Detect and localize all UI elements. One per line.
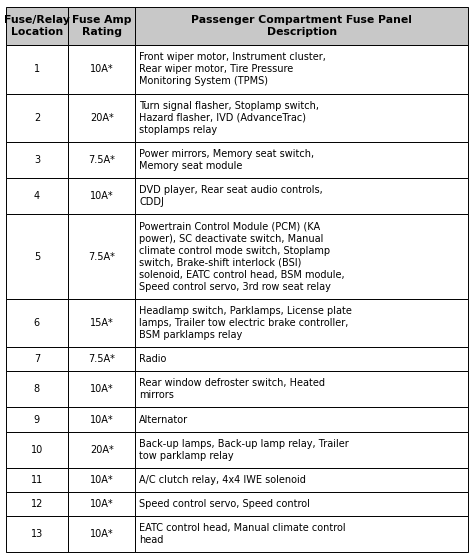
Text: Turn signal flasher, Stoplamp switch,
Hazard flasher, IVD (AdvanceTrac)
stoplamp: Turn signal flasher, Stoplamp switch, Ha…: [139, 101, 319, 135]
Bar: [68, 45, 135, 93]
Text: 7.5A*: 7.5A*: [88, 354, 115, 364]
Bar: [6, 299, 68, 347]
Text: Headlamp switch, Parklamps, License plate
lamps, Trailer tow electric brake cont: Headlamp switch, Parklamps, License plat…: [139, 306, 352, 340]
Bar: [135, 214, 468, 299]
Text: EATC control head, Manual climate control
head: EATC control head, Manual climate contro…: [139, 523, 346, 545]
Text: Power mirrors, Memory seat switch,
Memory seat module: Power mirrors, Memory seat switch, Memor…: [139, 149, 314, 171]
Bar: [6, 516, 68, 552]
Text: 1: 1: [34, 64, 40, 74]
Text: 7.5A*: 7.5A*: [88, 252, 115, 262]
Bar: [68, 142, 135, 178]
Text: 10A*: 10A*: [90, 64, 113, 74]
Text: Alternator: Alternator: [139, 415, 188, 424]
Bar: [6, 45, 68, 93]
Bar: [135, 408, 468, 432]
Text: Radio: Radio: [139, 354, 166, 364]
Bar: [135, 178, 468, 214]
Text: 7: 7: [34, 354, 40, 364]
Bar: [6, 142, 68, 178]
Bar: [135, 45, 468, 93]
Text: 8: 8: [34, 385, 40, 394]
Bar: [6, 468, 68, 492]
Text: 12: 12: [31, 499, 43, 509]
Text: Fuse/Relay
Location: Fuse/Relay Location: [4, 15, 70, 37]
Bar: [6, 492, 68, 516]
Bar: [68, 432, 135, 468]
Text: 13: 13: [31, 529, 43, 539]
Bar: [6, 93, 68, 142]
Bar: [135, 371, 468, 408]
Bar: [135, 492, 468, 516]
Text: Rear window defroster switch, Heated
mirrors: Rear window defroster switch, Heated mir…: [139, 378, 325, 400]
Bar: [135, 299, 468, 347]
Text: Speed control servo, Speed control: Speed control servo, Speed control: [139, 499, 310, 509]
Text: 15A*: 15A*: [90, 318, 114, 328]
Bar: [68, 408, 135, 432]
Text: Powertrain Control Module (PCM) (KA
power), SC deactivate switch, Manual
climate: Powertrain Control Module (PCM) (KA powe…: [139, 221, 345, 292]
Text: DVD player, Rear seat audio controls,
CDDJ: DVD player, Rear seat audio controls, CD…: [139, 185, 323, 207]
Text: 11: 11: [31, 475, 43, 485]
Text: 6: 6: [34, 318, 40, 328]
Text: 10A*: 10A*: [90, 191, 113, 201]
Text: 20A*: 20A*: [90, 113, 114, 123]
Bar: [135, 93, 468, 142]
Text: 2: 2: [34, 113, 40, 123]
Text: Front wiper motor, Instrument cluster,
Rear wiper motor, Tire Pressure
Monitorin: Front wiper motor, Instrument cluster, R…: [139, 53, 326, 87]
Text: 10A*: 10A*: [90, 385, 113, 394]
Bar: [135, 7, 468, 45]
Bar: [68, 516, 135, 552]
Bar: [6, 408, 68, 432]
Bar: [68, 468, 135, 492]
Text: 10A*: 10A*: [90, 475, 113, 485]
Text: 3: 3: [34, 155, 40, 165]
Bar: [6, 7, 68, 45]
Text: 10A*: 10A*: [90, 529, 113, 539]
Bar: [135, 142, 468, 178]
Bar: [68, 347, 135, 371]
Text: 4: 4: [34, 191, 40, 201]
Text: 7.5A*: 7.5A*: [88, 155, 115, 165]
Text: Fuse Amp
Rating: Fuse Amp Rating: [72, 15, 131, 37]
Text: Passenger Compartment Fuse Panel
Description: Passenger Compartment Fuse Panel Descrip…: [191, 15, 412, 37]
Bar: [135, 516, 468, 552]
Bar: [68, 178, 135, 214]
Bar: [6, 214, 68, 299]
Text: 10A*: 10A*: [90, 499, 113, 509]
Bar: [135, 347, 468, 371]
Bar: [135, 468, 468, 492]
Bar: [6, 178, 68, 214]
Bar: [6, 347, 68, 371]
Bar: [68, 93, 135, 142]
Bar: [6, 432, 68, 468]
Bar: [6, 371, 68, 408]
Text: 20A*: 20A*: [90, 445, 114, 454]
Text: 10: 10: [31, 445, 43, 454]
Bar: [68, 299, 135, 347]
Text: A/C clutch relay, 4x4 IWE solenoid: A/C clutch relay, 4x4 IWE solenoid: [139, 475, 306, 485]
Bar: [68, 214, 135, 299]
Text: 5: 5: [34, 252, 40, 262]
Bar: [68, 7, 135, 45]
Bar: [68, 492, 135, 516]
Text: 10A*: 10A*: [90, 415, 113, 424]
Bar: [135, 432, 468, 468]
Bar: [68, 371, 135, 408]
Text: Back-up lamps, Back-up lamp relay, Trailer
tow parklamp relay: Back-up lamps, Back-up lamp relay, Trail…: [139, 439, 349, 461]
Text: 9: 9: [34, 415, 40, 424]
